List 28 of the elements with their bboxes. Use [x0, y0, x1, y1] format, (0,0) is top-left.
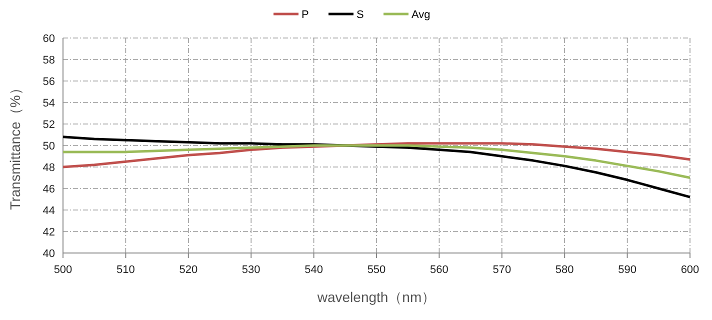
y-tick-label: 46 — [42, 184, 55, 196]
x-tick-label: 570 — [492, 264, 512, 276]
x-tick-label: 550 — [367, 264, 386, 276]
x-tick-label: 500 — [54, 264, 72, 276]
x-tick-label: 590 — [618, 264, 636, 276]
x-tick-label: 540 — [304, 264, 323, 276]
x-tick-label: 560 — [430, 264, 448, 276]
y-tick-label: 58 — [42, 54, 55, 66]
line-series — [62, 144, 692, 179]
x-tick-label: 600 — [680, 264, 700, 276]
y-tick-label: 52 — [42, 119, 55, 131]
y-tick-label: 60 — [42, 33, 55, 45]
x-tick-label: 580 — [555, 264, 574, 276]
y-tick-label: 42 — [42, 226, 55, 238]
x-tick-label: 510 — [116, 264, 135, 276]
x-tick-label: 520 — [179, 264, 198, 276]
y-tick-label: 54 — [42, 98, 55, 110]
x-tick-label: 530 — [242, 264, 260, 276]
legend-label: Avg — [412, 9, 430, 21]
y-tick-label: 50 — [42, 140, 55, 152]
y-axis-title: Transmittance（%） — [7, 81, 23, 210]
y-tick-label: 44 — [42, 205, 55, 217]
legend-label: S — [356, 9, 364, 21]
y-tick-label: 40 — [42, 248, 55, 260]
legend-label: P — [302, 9, 309, 21]
y-tick-label: 48 — [42, 162, 55, 174]
x-axis-title: wavelength（nm） — [316, 289, 436, 305]
y-tick-label: 56 — [42, 76, 55, 88]
